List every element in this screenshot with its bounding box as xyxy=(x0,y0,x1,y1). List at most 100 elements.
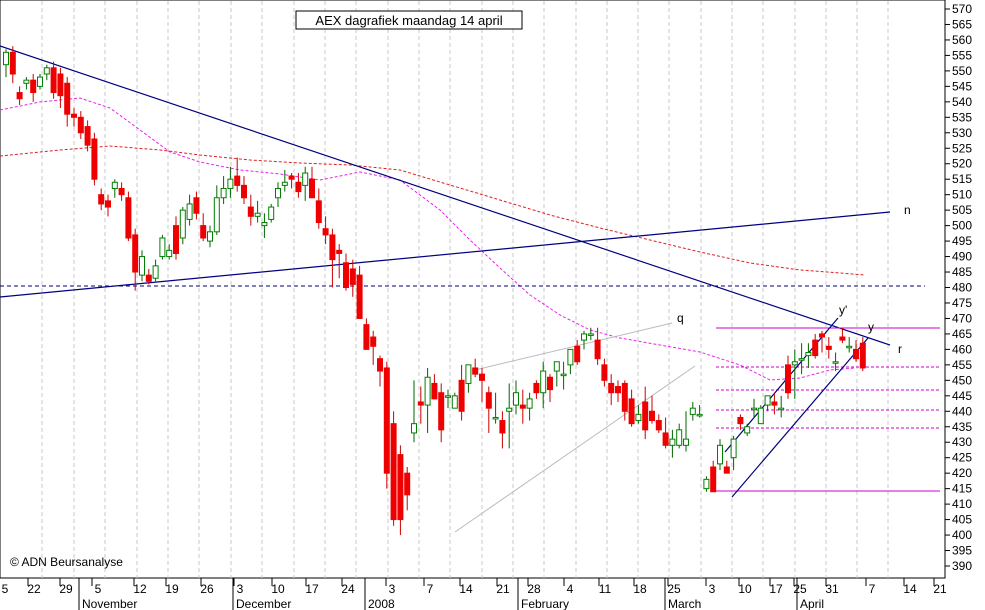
candle-up xyxy=(227,178,234,189)
candle-down xyxy=(825,345,832,350)
line-label-y: y xyxy=(868,320,874,334)
candle-down xyxy=(125,197,132,239)
candle-up xyxy=(526,398,533,409)
candle-down xyxy=(615,386,621,394)
y-tick-label: 405 xyxy=(952,513,972,527)
x-month-label: 2008 xyxy=(368,597,395,610)
y-tick-label: 450 xyxy=(952,373,972,387)
x-month-label: April xyxy=(800,597,824,610)
candle-up xyxy=(757,407,764,425)
candle-down xyxy=(132,234,139,273)
line-label-r: r xyxy=(898,342,902,356)
x-tick-label: 29 xyxy=(59,582,73,596)
candle-up xyxy=(689,407,696,415)
candle-down xyxy=(241,184,247,199)
wedge-lower xyxy=(454,365,696,533)
candle-down xyxy=(356,274,363,319)
y-tick-label: 455 xyxy=(952,358,972,372)
x-tick-label: 11 xyxy=(599,582,612,596)
y-tick-label: 500 xyxy=(952,219,972,233)
x-tick-label: 21 xyxy=(496,582,510,596)
candle-down xyxy=(404,472,411,496)
y-tick-label: 545 xyxy=(952,79,972,93)
x-tick-label: 3 xyxy=(237,582,244,596)
candle-down xyxy=(118,187,125,196)
candle-up xyxy=(703,478,710,490)
moving-average-fast xyxy=(0,97,856,381)
candle-down xyxy=(200,225,207,239)
candle-up xyxy=(445,395,451,398)
x-tick-label: 3 xyxy=(709,582,716,596)
x-tick-label: 26 xyxy=(200,582,214,596)
trendline-down xyxy=(0,45,891,346)
candle-up xyxy=(778,407,785,411)
candle-down xyxy=(723,466,730,474)
y-tick-label: 460 xyxy=(952,342,972,356)
x-tick-label: 14 xyxy=(459,582,473,596)
candles xyxy=(3,46,866,536)
line-label-y-prime: y' xyxy=(839,303,847,317)
x-axis: 5 22 29 5 12 19 26 3 10 17 24 3 7 14 21 28 4 11 18 25 3 10 17 2… xyxy=(2,578,947,610)
candle-up xyxy=(751,407,757,411)
candle-up xyxy=(179,209,186,239)
candle-down xyxy=(349,268,356,285)
candle-up xyxy=(268,206,275,220)
candle-up xyxy=(764,395,771,406)
candle-up xyxy=(207,231,213,242)
candle-down xyxy=(438,392,445,431)
candle-down xyxy=(247,206,254,217)
candle-down xyxy=(71,113,77,118)
y-tick-label: 490 xyxy=(952,250,972,264)
candle-up xyxy=(805,351,812,357)
candle-up xyxy=(513,392,519,406)
x-tick-label: 12 xyxy=(133,582,147,596)
y-tick-label: 565 xyxy=(952,17,972,31)
y-tick-label: 520 xyxy=(952,157,972,171)
title-box xyxy=(295,10,523,30)
x-tick-label: 25 xyxy=(793,582,807,596)
y-tick-label: 465 xyxy=(952,327,972,341)
y-tick-label: 395 xyxy=(952,544,972,558)
moving-average-slow xyxy=(0,145,866,276)
candle-down xyxy=(50,67,57,94)
candle-down xyxy=(533,382,540,394)
candle-down xyxy=(377,358,383,372)
candle-down xyxy=(649,410,655,422)
candle-down xyxy=(309,178,315,199)
candle-down xyxy=(859,342,866,369)
candle-down xyxy=(343,262,349,289)
y-tick-label: 505 xyxy=(952,203,972,217)
candle-up xyxy=(560,373,567,377)
candle-up xyxy=(744,426,751,434)
candle-up xyxy=(254,212,261,217)
x-tick-label: 5 xyxy=(2,582,9,596)
candle-down xyxy=(710,466,717,493)
chart-title: AEX dagrafiek maandag 14 april xyxy=(315,13,502,28)
x-tick-label: 28 xyxy=(527,582,541,596)
y-tick-label: 430 xyxy=(952,435,972,449)
candle-up xyxy=(683,438,689,446)
x-tick-label: 4 xyxy=(567,582,574,596)
x-tick-label: 10 xyxy=(271,582,285,596)
candle-down xyxy=(363,324,370,350)
candle-up xyxy=(23,79,30,84)
plot-frame xyxy=(0,0,946,579)
channel-upper xyxy=(724,317,839,453)
candle-down xyxy=(642,401,649,431)
candle-down xyxy=(479,373,485,381)
y-tick-label: 470 xyxy=(952,311,972,325)
y-tick-label: 420 xyxy=(952,466,972,480)
candle-down xyxy=(737,416,744,425)
candle-down xyxy=(458,379,465,412)
x-month-label: December xyxy=(236,597,291,610)
candle-down xyxy=(64,82,71,115)
candle-up xyxy=(553,361,560,372)
candle-down xyxy=(819,333,825,338)
y-tick-label: 535 xyxy=(952,110,972,124)
copyright-text: © ADN Beursanalyse xyxy=(10,555,123,569)
y-tick-label: 570 xyxy=(952,2,972,16)
candle-up xyxy=(465,364,472,384)
candle-down xyxy=(812,339,819,357)
candle-up xyxy=(186,203,193,220)
